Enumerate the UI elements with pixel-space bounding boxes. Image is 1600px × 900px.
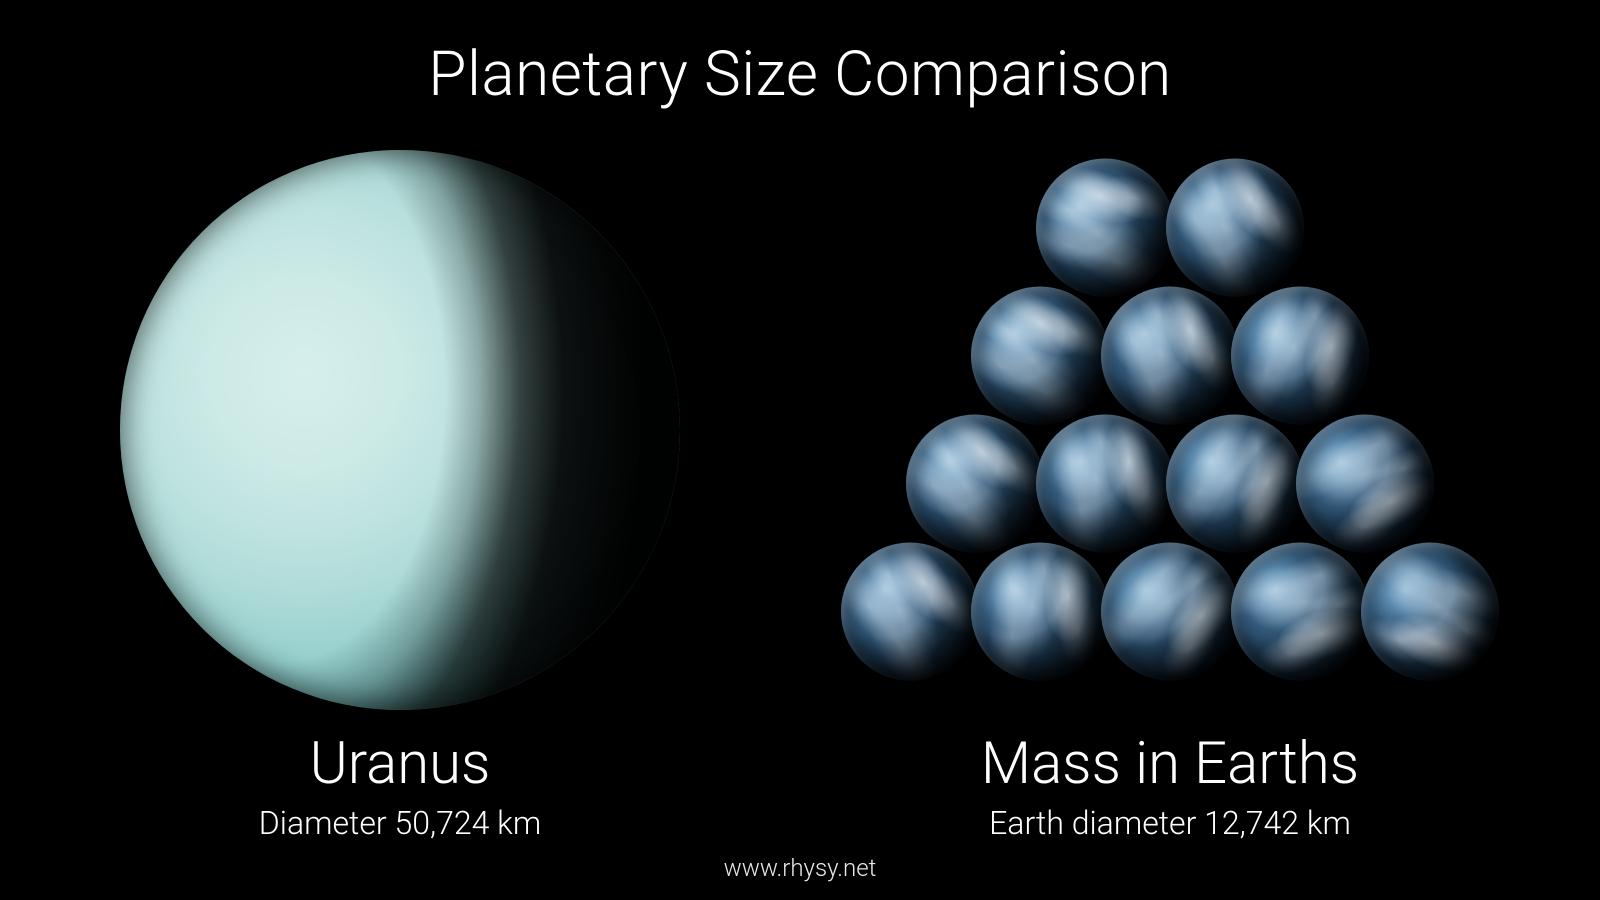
earth-rim xyxy=(1166,415,1304,553)
earth-rim xyxy=(1036,415,1174,553)
earth-sphere xyxy=(971,543,1109,681)
earth-rim xyxy=(1296,415,1434,553)
earth-sphere xyxy=(1036,415,1174,553)
earth-sphere xyxy=(1231,287,1369,425)
earth-diameter-label: Earth diameter 12,742 km xyxy=(790,804,1550,842)
earth-rim xyxy=(1231,287,1369,425)
earth-row xyxy=(910,415,1430,553)
earth-rim xyxy=(906,415,1044,553)
earth-labels: Mass in Earths Earth diameter 12,742 km xyxy=(790,730,1550,842)
infographic-stage: Planetary Size Comparison Uranus Diamete… xyxy=(0,0,1600,900)
earth-rim xyxy=(1101,287,1239,425)
earth-rim xyxy=(1036,159,1174,297)
uranus-diameter-label: Diameter 50,724 km xyxy=(60,804,740,842)
earth-sphere xyxy=(1166,159,1304,297)
footer-credit: www.rhysy.net xyxy=(0,854,1600,882)
page-title: Planetary Size Comparison xyxy=(0,38,1600,111)
earth-row xyxy=(845,543,1495,681)
earth-sphere xyxy=(1361,543,1499,681)
earth-sphere xyxy=(1101,287,1239,425)
earth-rim xyxy=(971,287,1109,425)
earth-mass-title: Mass in Earths xyxy=(790,730,1550,798)
uranus-name: Uranus xyxy=(60,730,740,798)
earth-sphere xyxy=(1036,159,1174,297)
uranus-sphere xyxy=(120,150,680,710)
earth-rim xyxy=(1166,159,1304,297)
earth-row xyxy=(975,287,1365,425)
earth-sphere xyxy=(1166,415,1304,553)
earth-sphere xyxy=(841,543,979,681)
earth-sphere xyxy=(1296,415,1434,553)
earth-rim xyxy=(971,543,1109,681)
earth-pyramid xyxy=(845,159,1495,681)
uranus-limb-darkening xyxy=(120,150,680,710)
earth-sphere xyxy=(971,287,1109,425)
earth-rim xyxy=(1101,543,1239,681)
earth-rim xyxy=(1231,543,1369,681)
earth-pyramid-area xyxy=(790,150,1550,710)
uranus-labels: Uranus Diameter 50,724 km xyxy=(60,730,740,842)
earth-sphere xyxy=(1101,543,1239,681)
earth-rim xyxy=(841,543,979,681)
earth-rim xyxy=(1361,543,1499,681)
earth-sphere xyxy=(1231,543,1369,681)
earth-row xyxy=(1040,159,1300,297)
earth-sphere xyxy=(906,415,1044,553)
